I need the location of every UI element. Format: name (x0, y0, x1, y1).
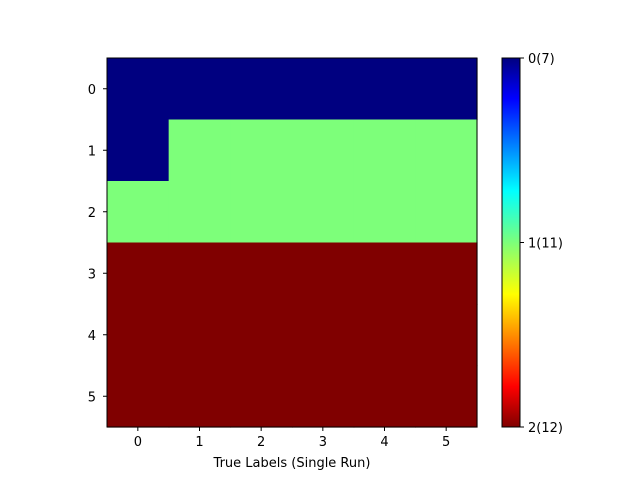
x-tick-label: 2 (257, 435, 265, 450)
heatmap-cell-r0-c5 (415, 58, 478, 121)
x-tick-label: 1 (195, 435, 203, 450)
heatmap-cell-r1-c4 (353, 119, 416, 182)
heatmap-cell-r3-c0 (107, 242, 170, 305)
heatmap-cell-r3-c3 (292, 242, 355, 305)
heatmap-cell-r4-c4 (353, 304, 416, 367)
heatmap-cell-r0-c0 (107, 58, 170, 121)
heatmap-cell-r5-c2 (230, 365, 293, 428)
heatmap-cell-r2-c1 (168, 181, 231, 244)
y-tick-label: 0 (88, 83, 96, 98)
heatmap-cell-r3-c5 (415, 242, 478, 305)
x-tick-label: 5 (442, 435, 450, 450)
y-tick-label: 2 (88, 206, 96, 221)
y-tick-label: 4 (88, 329, 96, 344)
heatmap-cell-r4-c2 (230, 304, 293, 367)
y-tick-label: 3 (88, 267, 96, 282)
y-tick-label: 1 (88, 144, 96, 159)
heatmap-cell-r0-c4 (353, 58, 416, 121)
heatmap-cell-r5-c4 (353, 365, 416, 428)
x-axis-title: True Labels (Single Run) (213, 456, 371, 471)
y-tick-label: 5 (88, 390, 96, 405)
heatmap-cell-r5-c0 (107, 365, 170, 428)
colorbar-tick-label: 2(12) (528, 421, 563, 436)
colorbar (501, 57, 521, 428)
heatmap-cell-r4-c5 (415, 304, 478, 367)
heatmap-cell-r0-c3 (292, 58, 355, 121)
heatmap-cell-r3-c2 (230, 242, 293, 305)
x-tick-label: 3 (319, 435, 327, 450)
y-axis: 0 1 2 3 4 5 (88, 83, 107, 405)
x-tick-label: 4 (380, 435, 388, 450)
heatmap-cell-r4-c0 (107, 304, 170, 367)
heatmap-cell-r5-c5 (415, 365, 478, 428)
heatmap-cell-r2-c4 (353, 181, 416, 244)
x-tick-label: 0 (134, 435, 142, 450)
heatmap-cell-r2-c3 (292, 181, 355, 244)
heatmap-cell-r0-c1 (168, 58, 231, 121)
x-axis: 0 1 2 3 4 5 (134, 427, 450, 450)
heatmap-cell-r3-c4 (353, 242, 416, 305)
heatmap-cell-r1-c2 (230, 119, 293, 182)
heatmap-cell-r1-c5 (415, 119, 478, 182)
heatmap-cell-r4-c3 (292, 304, 355, 367)
heatmap-cell-r1-c3 (292, 119, 355, 182)
heatmap-cell-r1-c1 (168, 119, 231, 182)
heatmap-cell-r3-c1 (168, 242, 231, 305)
colorbar-ticks: 0(7) 1(11) 2(12) (520, 52, 563, 436)
colorbar-tick-label: 1(11) (528, 237, 563, 252)
plot-frame (106, 57, 478, 428)
heatmap-cell-r4-c1 (168, 304, 231, 367)
heatmap-cell-r5-c3 (292, 365, 355, 428)
heatmap-cell-r0-c2 (230, 58, 293, 121)
heatmap-cell-r1-c0 (107, 119, 170, 182)
heatmap-cell-r2-c0 (107, 181, 170, 244)
heatmap-cell-r5-c1 (168, 365, 231, 428)
heatmap-cell-r2-c5 (415, 181, 478, 244)
heatmap-cells (107, 58, 478, 428)
colorbar-tick-label: 0(7) (528, 52, 555, 67)
heatmap-cell-r2-c2 (230, 181, 293, 244)
